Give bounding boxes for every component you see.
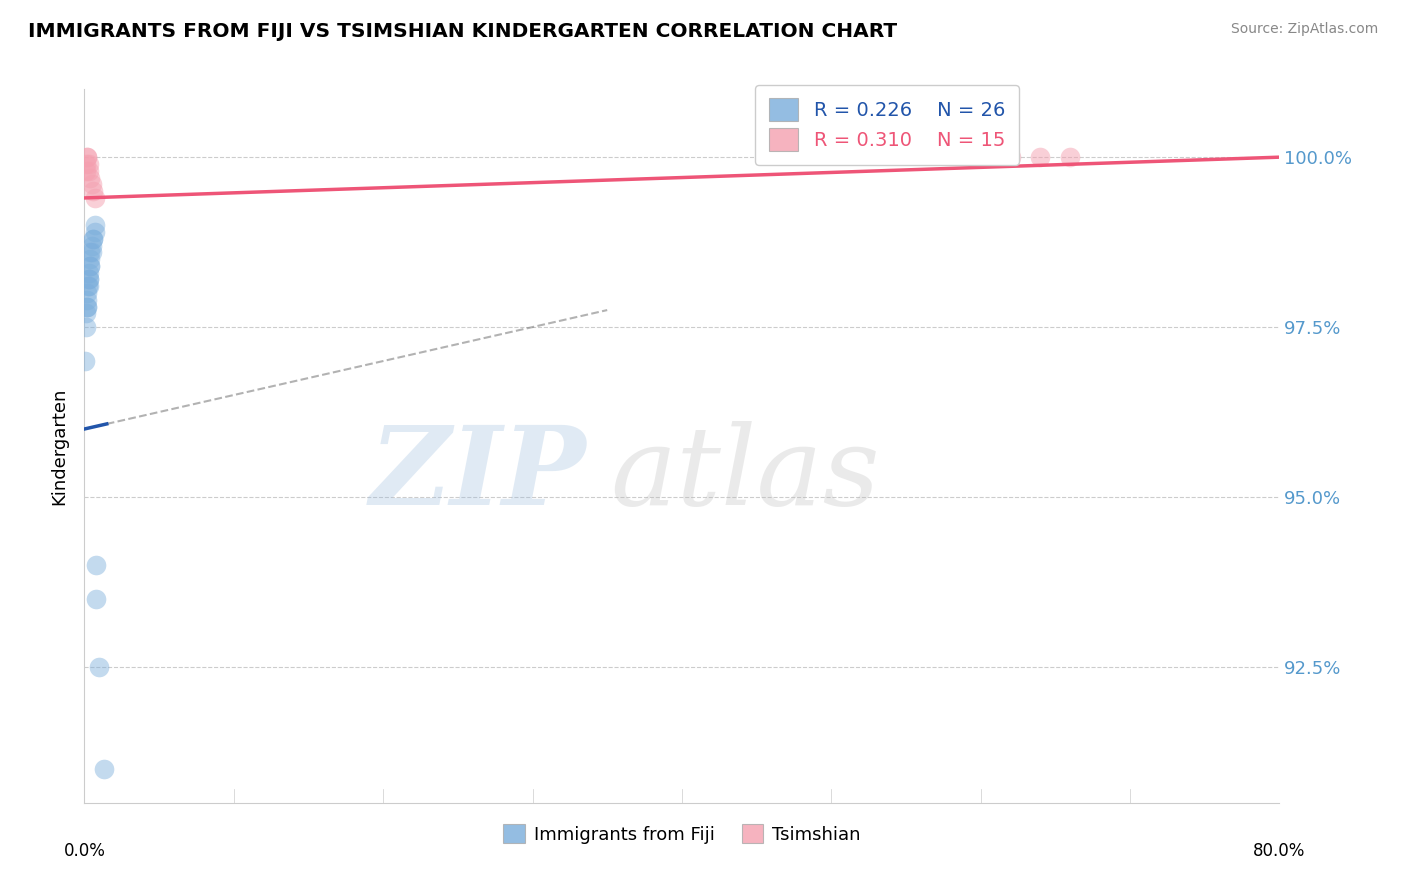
Point — [77, 163, 100, 178]
Point — [83, 191, 105, 205]
Point — [79, 245, 101, 260]
Point — [75, 157, 97, 171]
Point — [75, 354, 97, 368]
Point — [1059, 150, 1081, 164]
Point — [76, 300, 98, 314]
Text: ZIP: ZIP — [370, 421, 586, 528]
Point — [76, 150, 98, 164]
Point — [77, 157, 100, 171]
Y-axis label: Kindergarten: Kindergarten — [51, 387, 69, 505]
Point — [83, 218, 105, 232]
Legend: R = 0.226    N = 26, R = 0.310    N = 15: R = 0.226 N = 26, R = 0.310 N = 15 — [755, 85, 1019, 164]
Point — [79, 252, 101, 266]
Point — [75, 306, 97, 320]
Text: 0.0%: 0.0% — [63, 842, 105, 860]
Point — [76, 293, 98, 307]
Point — [89, 660, 111, 674]
Point — [86, 558, 108, 572]
Point — [1000, 150, 1022, 164]
Point — [984, 150, 1007, 164]
Text: IMMIGRANTS FROM FIJI VS TSIMSHIAN KINDERGARTEN CORRELATION CHART: IMMIGRANTS FROM FIJI VS TSIMSHIAN KINDER… — [28, 22, 897, 41]
Point — [79, 259, 101, 273]
Point — [75, 320, 97, 334]
Point — [77, 272, 100, 286]
Point — [76, 286, 98, 301]
Point — [82, 232, 104, 246]
Point — [79, 170, 101, 185]
Point — [82, 232, 104, 246]
Point — [77, 266, 100, 280]
Point — [1029, 150, 1052, 164]
Point — [75, 163, 97, 178]
Point — [80, 238, 103, 252]
Point — [86, 591, 108, 606]
Text: Source: ZipAtlas.com: Source: ZipAtlas.com — [1230, 22, 1378, 37]
Point — [77, 279, 100, 293]
Point — [79, 259, 101, 273]
Point — [80, 178, 103, 192]
Point — [76, 150, 98, 164]
Point — [76, 300, 98, 314]
Point — [82, 184, 104, 198]
Point — [970, 150, 993, 164]
Point — [80, 245, 103, 260]
Text: atlas: atlas — [610, 421, 880, 528]
Point — [93, 762, 115, 776]
Point — [77, 279, 100, 293]
Text: 80.0%: 80.0% — [1253, 842, 1306, 860]
Point — [77, 272, 100, 286]
Point — [83, 225, 105, 239]
